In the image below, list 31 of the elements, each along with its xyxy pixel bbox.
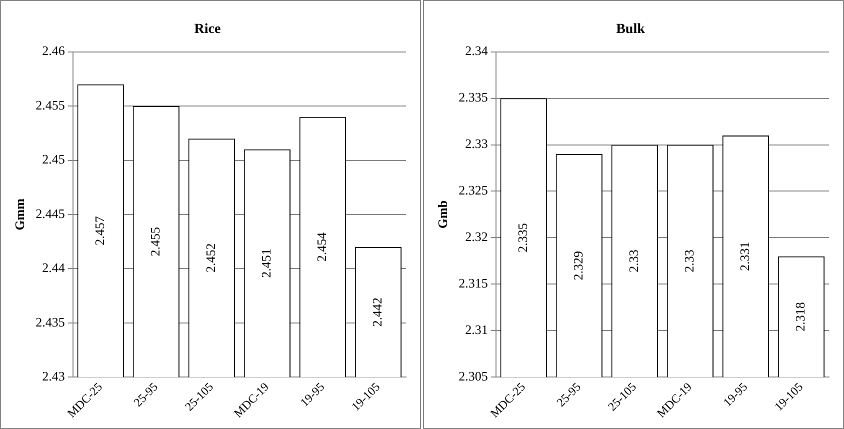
data-label: 2.331	[737, 242, 752, 271]
data-label: 2.33	[626, 250, 642, 272]
y-tick-label: 2.325	[458, 182, 488, 198]
y-tick-label: 2.305	[458, 368, 488, 384]
y-tick-label: 2.31	[465, 322, 488, 338]
y-tick-label: 2.435	[36, 314, 65, 330]
data-label: 2.335	[515, 223, 530, 252]
y-tick-label: 2.445	[36, 206, 65, 221]
y-tick-label: 2.34	[465, 43, 488, 58]
data-label: 2.329	[570, 250, 586, 280]
data-label: 2.318	[792, 302, 808, 332]
data-label: 2.442	[370, 297, 385, 327]
data-label: 2.33	[682, 250, 697, 272]
data-label: 2.457	[92, 216, 108, 246]
data-label: 2.452	[203, 243, 218, 272]
y-tick-label: 2.335	[458, 90, 488, 105]
y-axis-title: Gmm	[12, 198, 28, 230]
chart-title: Rice	[194, 22, 221, 38]
chart-title: Bulk	[616, 22, 646, 38]
data-label: 2.454	[314, 232, 330, 262]
y-tick-label: 2.45	[42, 152, 65, 167]
y-tick-label: 2.315	[458, 276, 488, 291]
y-tick-label: 2.32	[465, 229, 488, 244]
y-tick-label: 2.44	[42, 260, 66, 276]
y-tick-label: 2.33	[465, 136, 488, 152]
y-tick-label: 2.46	[42, 43, 66, 58]
data-label: 2.455	[148, 226, 163, 256]
data-label: 2.451	[258, 248, 274, 278]
y-tick-label: 2.43	[42, 368, 65, 384]
y-axis-title: Gmb	[435, 200, 450, 229]
y-tick-label: 2.455	[36, 97, 65, 112]
